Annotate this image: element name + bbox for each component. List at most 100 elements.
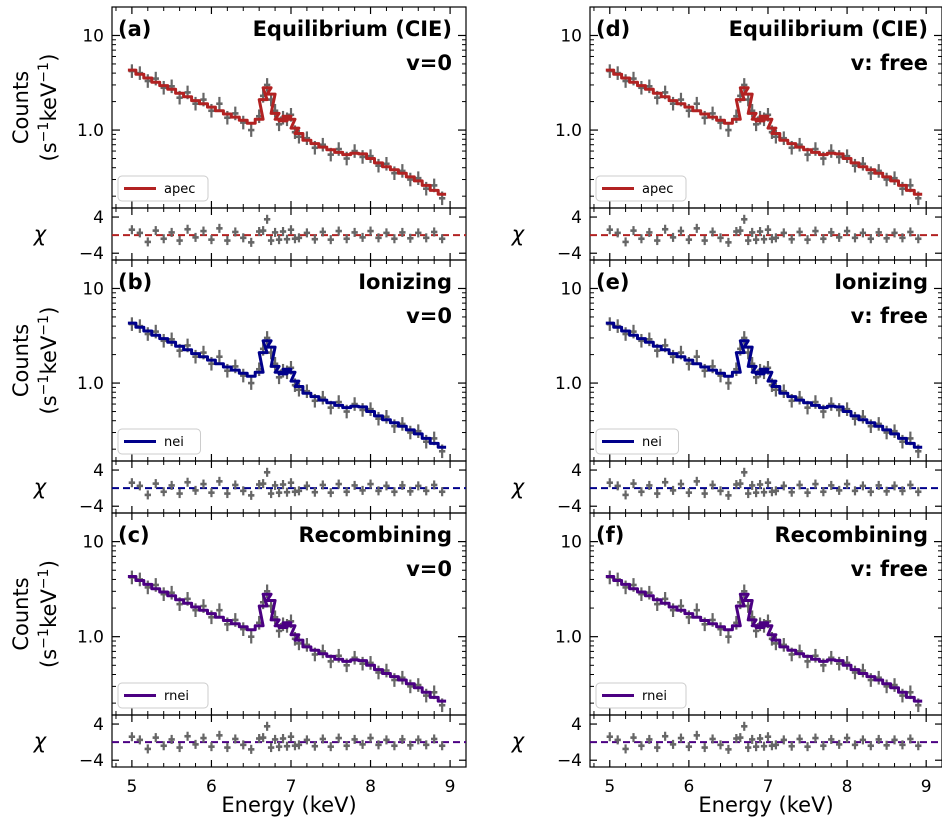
residual-point <box>184 225 190 234</box>
residual-point <box>702 743 708 752</box>
data-point <box>646 586 652 600</box>
data-point <box>304 384 310 398</box>
data-point <box>876 164 882 178</box>
y-axis-label-line1: Counts <box>9 324 33 397</box>
data-point <box>725 630 731 644</box>
y-tick-label: 1.0 <box>77 121 104 141</box>
x-tick-label: 6 <box>206 777 217 797</box>
y-tick-label: 1.0 <box>555 374 582 394</box>
legend-label: apec <box>164 182 195 197</box>
data-point <box>852 412 858 426</box>
data-point <box>192 603 198 617</box>
data-point <box>781 384 787 398</box>
y-tick-label: 1.0 <box>77 374 104 394</box>
data-point <box>383 664 389 678</box>
residual-point <box>145 490 151 499</box>
y-axis-label-line2: (s−1 keV−1 ) <box>36 54 61 162</box>
data-point <box>407 173 413 187</box>
residual-point <box>607 225 613 234</box>
x-tick-label: 8 <box>842 777 853 797</box>
data-point <box>145 581 151 595</box>
resid-tick-label: 4 <box>571 208 582 228</box>
data-point <box>383 410 389 424</box>
residual-point <box>276 488 282 497</box>
x-tick-label: 8 <box>365 777 376 797</box>
legend-label: rnei <box>164 689 189 704</box>
data-point <box>638 81 644 95</box>
x-axis-label: Energy (keV) <box>221 793 356 817</box>
panel-letter: (c) <box>118 523 150 547</box>
residual-point <box>328 742 334 751</box>
residual-point <box>753 742 759 751</box>
data-point <box>415 424 421 438</box>
panel-letter: (a) <box>118 17 151 41</box>
residual-point <box>702 489 708 498</box>
legend-label: rnei <box>642 689 667 704</box>
legend: apec <box>118 176 208 201</box>
label-part: ) <box>37 54 61 62</box>
residual-point <box>686 235 692 244</box>
residual-point <box>268 236 274 245</box>
residual-point <box>630 226 636 235</box>
legend: nei <box>596 429 679 454</box>
panel-letter: (e) <box>596 270 629 294</box>
data-point <box>844 149 850 163</box>
data-point <box>248 630 254 644</box>
panel-letter: (b) <box>118 270 152 294</box>
resid-tick-label: −4 <box>557 244 582 264</box>
residual-point <box>224 743 230 752</box>
legend-label: nei <box>164 435 184 450</box>
residual-point <box>694 224 700 233</box>
data-point <box>375 159 381 173</box>
y-tick-label: 10 <box>82 279 104 299</box>
y-tick-label: 1.0 <box>77 628 104 648</box>
residual-point <box>694 477 700 486</box>
legend: apec <box>596 176 686 201</box>
residual-point <box>264 468 270 477</box>
model-curve <box>128 577 446 702</box>
residual-plot-frame <box>590 715 942 767</box>
data-point <box>781 638 787 652</box>
data-point <box>844 656 850 670</box>
data-point <box>694 97 700 111</box>
residual-axis-label: χ <box>511 729 526 753</box>
data-point <box>717 116 723 130</box>
data-point <box>168 80 174 94</box>
model-curve <box>606 577 922 702</box>
residual-axis-label: χ <box>33 729 48 753</box>
y-axis-label-line1: Counts <box>9 71 33 144</box>
data-point <box>622 74 628 88</box>
superscript: −1 <box>36 62 52 83</box>
data-point <box>415 171 421 185</box>
data-point <box>725 123 731 137</box>
data-point <box>670 350 676 364</box>
data-point <box>399 164 405 178</box>
residual-point <box>753 235 759 244</box>
panel-title: Ionizing <box>834 270 928 294</box>
residual-point <box>630 479 636 488</box>
legend-label: apec <box>642 182 673 197</box>
data-point <box>351 397 357 411</box>
residual-point <box>129 732 135 741</box>
data-point <box>407 680 413 694</box>
data-point <box>717 622 723 636</box>
panel-subtitle: v=0 <box>406 304 452 328</box>
residual-point <box>741 215 747 224</box>
label-part: (s <box>37 649 61 668</box>
resid-tick-label: −4 <box>557 751 582 771</box>
residual-point <box>153 733 159 742</box>
residual-point <box>208 742 214 751</box>
data-point <box>828 651 834 665</box>
data-point <box>240 622 246 636</box>
data-point <box>240 369 246 383</box>
label-part: keV <box>37 82 61 121</box>
label-part: (s <box>37 142 61 161</box>
superscript: −1 <box>36 628 52 649</box>
data-point <box>168 586 174 600</box>
residual-point <box>741 722 747 731</box>
data-point <box>383 157 389 171</box>
residual-point <box>765 732 771 741</box>
